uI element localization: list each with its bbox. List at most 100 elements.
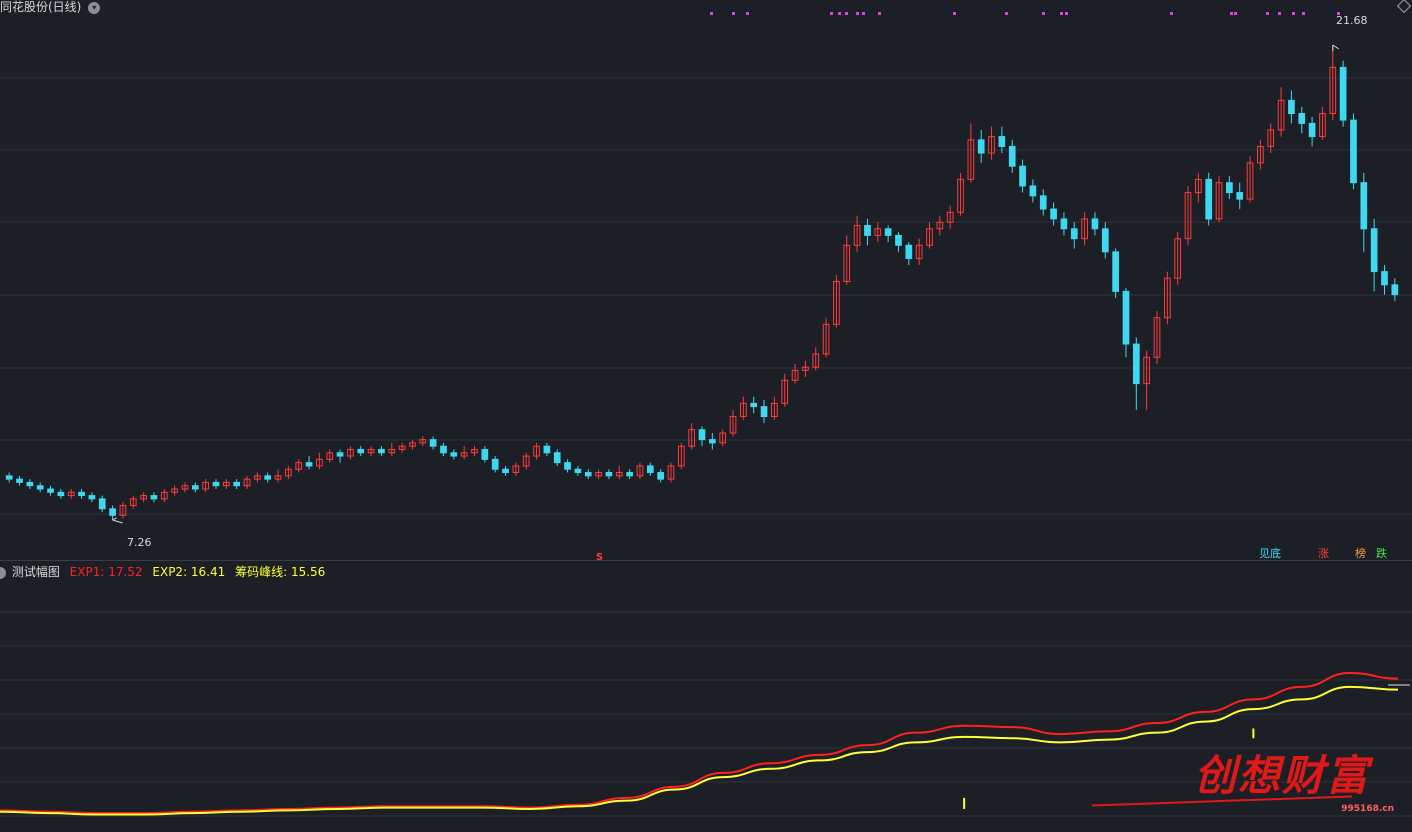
- candle-up: [398, 445, 406, 450]
- candle-up: [1163, 277, 1171, 319]
- candle-down: [543, 445, 551, 454]
- chevron-down-icon[interactable]: ▾: [88, 1, 101, 14]
- candle-down: [1308, 122, 1316, 138]
- signal-dot: [1042, 12, 1045, 15]
- candle-up: [129, 498, 137, 506]
- candle-up: [915, 244, 923, 259]
- candle-down: [1226, 182, 1233, 194]
- candle-up: [822, 323, 830, 355]
- candle-up: [667, 465, 675, 480]
- candle-down: [78, 491, 85, 497]
- signal-dot: [1065, 12, 1068, 15]
- candle-down: [16, 478, 23, 483]
- candle-up: [957, 178, 964, 213]
- signal-dot: [710, 12, 713, 15]
- candle-down: [57, 491, 65, 497]
- candle-down: [212, 481, 220, 487]
- candle-up: [254, 475, 261, 480]
- candle-up: [222, 481, 230, 487]
- signal-label-rank: 榜: [1355, 547, 1366, 560]
- panel-divider[interactable]: [0, 560, 1412, 561]
- candle-up: [1174, 238, 1182, 279]
- candle-down: [5, 475, 13, 480]
- candle-up: [688, 429, 696, 447]
- candle-down: [191, 485, 199, 490]
- candle-down: [1360, 182, 1368, 230]
- signal-dot: [1170, 12, 1173, 15]
- candle-up: [967, 139, 975, 180]
- candle-up: [274, 475, 282, 480]
- candle-up: [1184, 192, 1192, 240]
- candle-down: [1060, 218, 1068, 230]
- chart-title: 同花股份(日线) ▾: [0, 0, 101, 14]
- low-price-label: 7.26: [127, 536, 152, 549]
- indicator-name: 测试幅图: [11, 565, 60, 579]
- candle-down: [233, 481, 241, 487]
- signal-dot: [746, 12, 749, 15]
- candle-down: [1350, 119, 1357, 184]
- candle-down: [264, 475, 272, 480]
- signal-dot: [953, 12, 956, 15]
- candle-up: [171, 488, 178, 493]
- candle-down: [1205, 178, 1213, 220]
- price-chart[interactable]: [0, 0, 1412, 560]
- candle-down: [1112, 251, 1119, 292]
- candle-up: [791, 369, 799, 381]
- candle-up: [522, 455, 530, 467]
- candle-up: [946, 211, 954, 223]
- candle-up: [140, 495, 147, 500]
- signal-dot: [1266, 12, 1269, 15]
- signal-dot: [838, 12, 841, 15]
- candle-down: [26, 481, 34, 487]
- candle-up: [926, 228, 933, 246]
- indicator-chart[interactable]: [0, 582, 1412, 832]
- candle-down: [626, 472, 633, 477]
- candle-down: [98, 498, 106, 510]
- candle-down: [698, 429, 706, 441]
- candle-up: [295, 462, 303, 470]
- candle-down: [574, 468, 582, 474]
- candle-down: [584, 472, 592, 477]
- high-price-label: 21.68: [1336, 14, 1368, 27]
- candle-up: [181, 485, 189, 490]
- candle-down: [1298, 113, 1306, 124]
- signal-dot: [878, 12, 881, 15]
- signal-dot: [1234, 12, 1237, 15]
- candle-up: [936, 221, 944, 230]
- signal-dot: [1005, 12, 1008, 15]
- candle-up: [1153, 317, 1161, 358]
- candle-up: [1319, 113, 1326, 138]
- candle-up: [874, 228, 882, 236]
- candle-down: [657, 472, 664, 480]
- candle-down: [564, 462, 571, 470]
- candle-up: [471, 448, 478, 454]
- candle-down: [1122, 290, 1130, 345]
- watermark-site: 995168.cn: [1341, 804, 1394, 814]
- candle-down: [895, 234, 902, 246]
- candle-up: [802, 366, 809, 371]
- candle-up: [347, 448, 354, 457]
- chip-peak-value: 筹码峰线: 15.56: [235, 565, 326, 579]
- candle-down: [708, 439, 716, 444]
- candle-up: [67, 491, 75, 497]
- candle-up: [771, 402, 778, 418]
- candle-down: [88, 495, 96, 500]
- candle-down: [864, 225, 871, 236]
- candle-down: [1039, 195, 1047, 210]
- candle-up: [512, 465, 520, 474]
- candle-up: [1143, 356, 1150, 385]
- candle-down: [1101, 228, 1109, 253]
- indicator-menu-icon[interactable]: [0, 566, 6, 579]
- candle-up: [367, 448, 375, 454]
- watermark-logo: 创想财富: [1193, 751, 1370, 800]
- candle-up: [285, 468, 292, 477]
- candle-down: [553, 452, 561, 464]
- candle-up: [316, 458, 323, 467]
- candle-down: [998, 136, 1006, 147]
- signal-dot: [1337, 12, 1340, 15]
- candle-up: [1246, 162, 1254, 200]
- candle-down: [357, 448, 365, 454]
- candle-down: [605, 472, 613, 477]
- candle-down: [429, 439, 437, 447]
